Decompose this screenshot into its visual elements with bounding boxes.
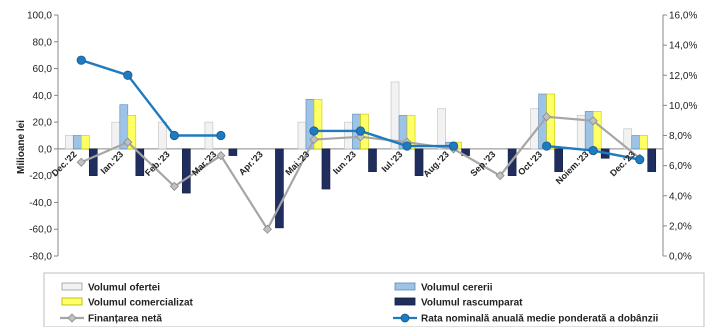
y2-tick-label: 4,0% xyxy=(669,191,692,202)
legend-box xyxy=(43,272,705,327)
y-tick-label: 80,0 xyxy=(33,37,53,48)
y2-tick-label: 8,0% xyxy=(669,131,692,142)
rate-point-12 xyxy=(635,155,645,165)
rate-point-0 xyxy=(76,55,86,65)
y-tick-label: 40,0 xyxy=(33,91,53,102)
rate-point-7 xyxy=(402,141,412,151)
legend-swatch-marker-rata-nominal-anual-medie-ponderat-a-dob-nzii xyxy=(400,313,410,323)
bar-volumul-rascumparat-5 xyxy=(321,148,331,190)
rate-point-3 xyxy=(216,130,226,141)
net-financing-point-10 xyxy=(542,112,552,122)
net-financing-point-5 xyxy=(309,134,319,145)
bar-volumul-cererii-11 xyxy=(584,111,594,150)
legend-swatch-marker-finan-area-net- xyxy=(67,313,77,323)
right-axis: 16,0% 14,0% 12,0% 10,0% 8,0% 6,0% 4,0% 2,0% 0,0% xyxy=(662,11,697,263)
net-financing-point-3 xyxy=(216,151,226,161)
rate-point-10 xyxy=(542,141,552,151)
x-category-label: Iun.'23 xyxy=(331,149,358,176)
bar-volumul-rascumparat-6 xyxy=(368,148,377,172)
net-financing-point-9 xyxy=(495,171,505,181)
bar-volumul-ofertei-5 xyxy=(297,121,307,150)
net-financing-point-2 xyxy=(169,181,179,191)
bar-volumul-comercializat-0 xyxy=(80,135,90,150)
bar-volumul-rascumparat-3 xyxy=(228,148,238,156)
legend-label-volumul-cererii: Volumul cererii xyxy=(421,283,493,294)
bar-volumul-ofertei-6 xyxy=(344,121,353,150)
y2-tick-label: 0,0% xyxy=(669,252,692,263)
bar-volumul-comercializat-1 xyxy=(127,115,137,150)
x-category-label: Feb.'23 xyxy=(143,149,172,178)
rate-line-1 xyxy=(313,129,454,148)
bar-volumul-cererii-12 xyxy=(631,135,641,150)
x-category-label: Iul.'23 xyxy=(380,149,405,174)
y2-tick-label: 16,0% xyxy=(669,11,697,22)
x-category-label: Dec.'22 xyxy=(50,149,79,178)
y-tick-label: -40,0 xyxy=(29,198,52,209)
legend-swatch-volumul-cererii xyxy=(394,282,416,291)
bar-volumul-rascumparat-9 xyxy=(507,148,517,176)
y-tick-label: 0,0 xyxy=(38,144,52,155)
bar-volumul-ofertei-7 xyxy=(390,81,400,150)
y2-tick-label: 12,0% xyxy=(669,71,697,82)
legend-swatch-volumul-comercializat xyxy=(61,297,83,306)
bar-volumul-rascumparat-2 xyxy=(182,148,191,194)
net-financing-point-1 xyxy=(123,137,133,147)
bar-volumul-comercializat-7 xyxy=(406,115,416,150)
bar-volumul-rascumparat-0 xyxy=(88,148,98,176)
x-category-label: Apr.'23 xyxy=(237,149,265,177)
y-tick-label: 20,0 xyxy=(33,118,53,129)
legend-label-finan-area-net-: Finanțarea netă xyxy=(88,314,162,325)
y-tick-label: 100,0 xyxy=(27,11,52,22)
y2-tick-label: 14,0% xyxy=(669,41,697,52)
rate-point-11 xyxy=(588,145,598,156)
y-tick-label: -60,0 xyxy=(29,225,52,236)
bar-volumul-comercializat-12 xyxy=(639,135,649,150)
bar-volumul-ofertei-1 xyxy=(111,121,121,150)
bar-volumul-rascumparat-4 xyxy=(275,148,284,229)
rate-point-5 xyxy=(309,126,319,136)
bars-layer xyxy=(64,81,657,229)
bar-volumul-ofertei-8 xyxy=(437,108,446,150)
legend-swatch-volumul-rascumparat xyxy=(394,297,416,306)
y-tick-label: -80,0 xyxy=(29,252,52,263)
net-financing-point-11 xyxy=(588,116,598,126)
legend-label-volumul-rascumparat: Volumul rascumparat xyxy=(421,298,523,309)
rate-line-0 xyxy=(80,59,221,137)
legend: Volumul ofertei Volumul cererii Volumul co… xyxy=(43,272,705,327)
bar-volumul-comercializat-5 xyxy=(313,99,323,150)
rate-point-6 xyxy=(355,126,366,136)
legend-swatch-volumul-ofertei xyxy=(61,282,83,291)
lines-layer xyxy=(76,55,645,234)
y2-tick-label: 10,0% xyxy=(669,101,697,112)
net-financing-point-4 xyxy=(262,224,272,234)
rate-point-8 xyxy=(448,141,459,151)
bar-volumul-ofertei-0 xyxy=(64,135,74,150)
legend-label-volumul-ofertei: Volumul ofertei xyxy=(88,283,160,294)
bar-volumul-rascumparat-7 xyxy=(414,148,424,176)
legend-label-rata-nominal-anual-medie-ponderat-a-dob-nzii: Rata nominală anuală medie ponderată a d… xyxy=(421,314,658,325)
bar-volumul-comercializat-11 xyxy=(592,111,602,150)
rate-point-1 xyxy=(123,70,133,80)
x-category-label: Aug.'23 xyxy=(421,149,451,179)
y-axis-label: Milioane lei xyxy=(16,120,27,174)
y-tick-label: -20,0 xyxy=(29,171,52,182)
y-tick-label: 60,0 xyxy=(33,64,53,75)
x-category-label: Sep.'23 xyxy=(468,149,497,178)
bar-volumul-rascumparat-1 xyxy=(135,148,145,176)
y2-tick-label: 2,0% xyxy=(669,221,692,232)
legend-label-volumul-comercializat: Volumul comercializat xyxy=(88,298,194,309)
bar-volumul-cererii-0 xyxy=(72,135,82,150)
net-financing-point-0 xyxy=(76,157,86,167)
y2-tick-label: 6,0% xyxy=(669,161,692,172)
rate-point-2 xyxy=(169,130,179,141)
bar-volumul-rascumparat-12 xyxy=(647,148,657,172)
x-category-label: Mar.'23 xyxy=(190,149,218,177)
bar-volumul-ofertei-2 xyxy=(158,121,167,150)
bar-volumul-comercializat-10 xyxy=(546,93,555,150)
x-category-label: Oct.'23 xyxy=(516,149,544,177)
bar-volumul-rascumparat-10 xyxy=(554,148,563,172)
